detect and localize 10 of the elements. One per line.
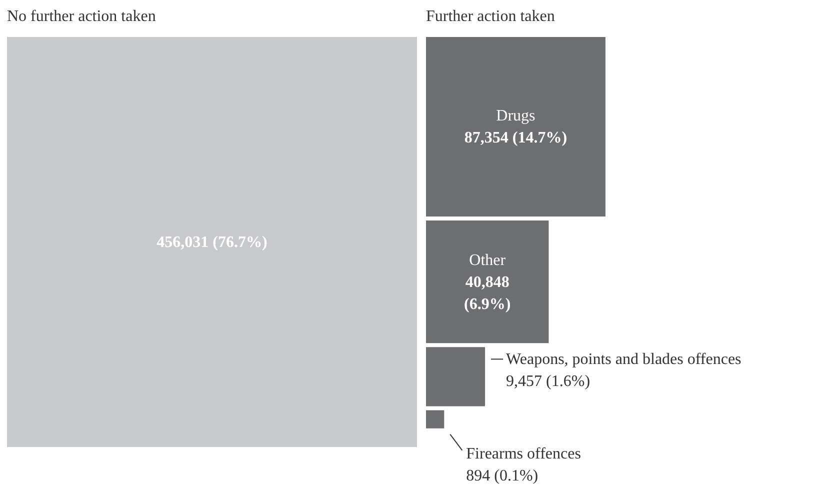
data-label: 9,457 (1.6%): [506, 373, 590, 390]
category-label: Weapons, points and blades offences: [506, 351, 742, 368]
category-label: No further action taken: [7, 8, 156, 25]
data-label: 87,354 (14.7%): [464, 130, 568, 147]
category-label: Other: [469, 252, 506, 269]
data-label: 40,848 (6.9%): [464, 274, 511, 313]
text: Further action taken: [426, 8, 555, 25]
category-label: Drugs: [496, 108, 536, 125]
category-label: Firearms offences: [466, 445, 581, 462]
data-label: 894 (0.1%): [466, 467, 538, 484]
